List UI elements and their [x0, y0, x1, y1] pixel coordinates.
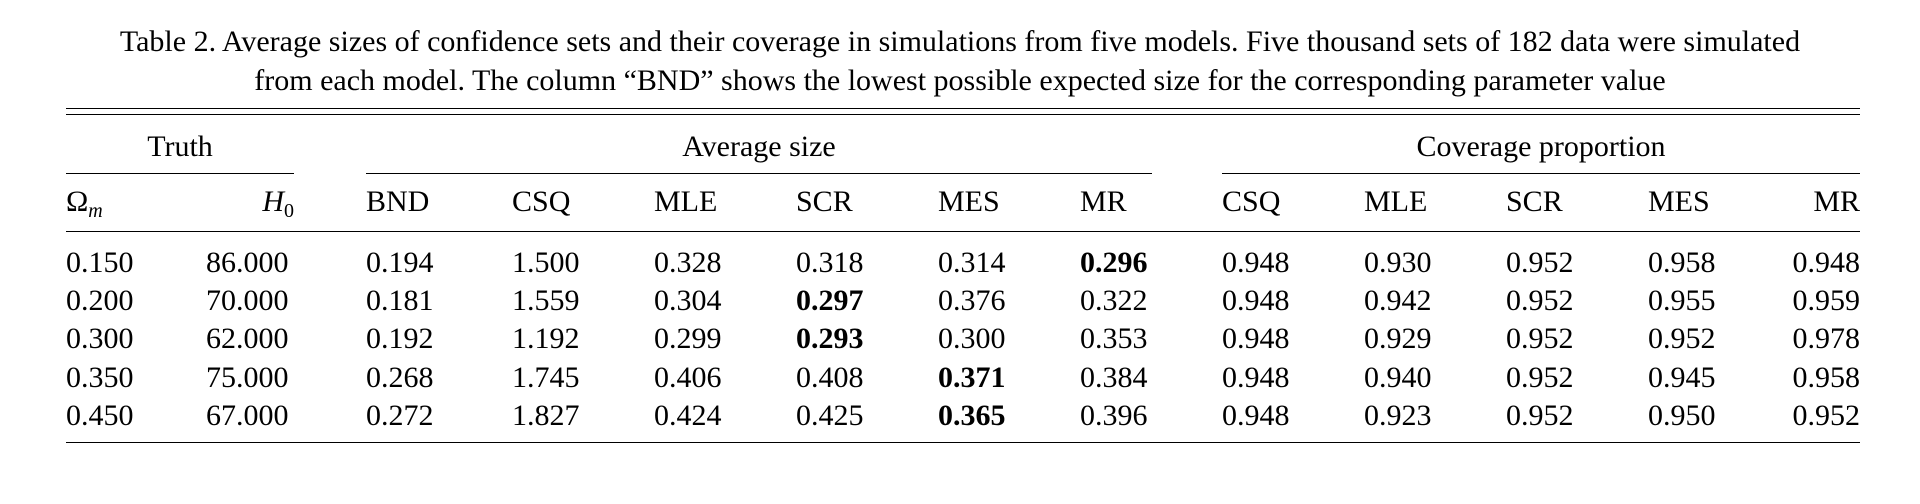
cell-size-mes: 0.300	[938, 322, 1006, 355]
cell-size-mr: 0.322	[1080, 284, 1148, 317]
cell-coverage-scr: 0.952	[1506, 361, 1574, 394]
cell-size-bnd: 0.181	[366, 284, 434, 317]
cell-size-mes: 0.371	[938, 361, 1006, 394]
col-header-omega: Ωm	[66, 185, 103, 222]
cell-size-mes: 0.314	[938, 246, 1006, 279]
caption-line-1: Table 2. Average sizes of confidence set…	[119, 25, 1801, 58]
cell-h0: 67.000	[206, 399, 289, 432]
cell-coverage-csq: 0.948	[1222, 361, 1290, 394]
group-rule-average-size	[366, 173, 1152, 174]
col-header-size-0: BND	[366, 185, 430, 218]
cell-coverage-mle: 0.929	[1364, 322, 1432, 355]
table-top-rule-2	[66, 114, 1860, 115]
cell-coverage-mle: 0.942	[1364, 284, 1432, 317]
group-header-truth: Truth	[147, 130, 213, 163]
table-header-rule	[66, 231, 1860, 232]
cell-omega: 0.450	[66, 399, 134, 432]
col-header-coverage-1: MLE	[1364, 185, 1428, 218]
cell-coverage-mes: 0.945	[1648, 361, 1716, 394]
cell-coverage-mr: 0.958	[1792, 361, 1861, 394]
cell-size-scr: 0.318	[796, 246, 864, 279]
table-bottom-rule	[66, 442, 1860, 443]
cell-coverage-mes: 0.955	[1648, 284, 1716, 317]
cell-omega: 0.300	[66, 322, 134, 355]
cell-coverage-mr: 0.959	[1792, 284, 1861, 317]
cell-coverage-scr: 0.952	[1506, 246, 1574, 279]
cell-size-scr: 0.425	[796, 399, 864, 432]
cell-omega: 0.350	[66, 361, 134, 394]
cell-coverage-csq: 0.948	[1222, 322, 1290, 355]
cell-h0: 70.000	[206, 284, 289, 317]
cell-coverage-scr: 0.952	[1506, 399, 1574, 432]
group-header-coverage: Coverage proportion	[1416, 130, 1666, 163]
cell-size-bnd: 0.194	[366, 246, 434, 279]
col-header-size-4: MES	[938, 185, 1000, 218]
cell-size-mr: 0.396	[1080, 399, 1148, 432]
cell-omega: 0.150	[66, 246, 134, 279]
col-header-coverage-2: SCR	[1506, 185, 1563, 218]
group-rule-coverage	[1222, 173, 1860, 174]
cell-coverage-mr: 0.952	[1792, 399, 1861, 432]
col-header-coverage-3: MES	[1648, 185, 1710, 218]
cell-size-scr: 0.408	[796, 361, 864, 394]
col-header-size-2: MLE	[654, 185, 718, 218]
col-header-size-5: MR	[1080, 185, 1127, 218]
cell-coverage-scr: 0.952	[1506, 284, 1574, 317]
cell-size-mle: 0.328	[654, 246, 722, 279]
cell-size-bnd: 0.268	[366, 361, 434, 394]
cell-coverage-mle: 0.930	[1364, 246, 1432, 279]
cell-h0: 86.000	[206, 246, 289, 279]
group-header-average-size: Average size	[682, 130, 836, 163]
cell-coverage-csq: 0.948	[1222, 284, 1290, 317]
cell-h0: 62.000	[206, 322, 289, 355]
table-top-rule	[66, 108, 1860, 109]
cell-coverage-mr: 0.948	[1792, 246, 1861, 279]
cell-coverage-mr: 0.978	[1792, 322, 1861, 355]
cell-size-csq: 1.745	[512, 361, 580, 394]
col-header-coverage-4: MR	[1813, 185, 1860, 218]
cell-size-bnd: 0.192	[366, 322, 434, 355]
cell-size-mes: 0.365	[938, 399, 1006, 432]
cell-coverage-csq: 0.948	[1222, 246, 1290, 279]
cell-size-scr: 0.293	[796, 322, 864, 355]
col-header-coverage-0: CSQ	[1222, 185, 1281, 218]
cell-coverage-mes: 0.958	[1648, 246, 1716, 279]
cell-size-csq: 1.500	[512, 246, 580, 279]
cell-coverage-mes: 0.950	[1648, 399, 1716, 432]
table-caption: Table 2. Average sizes of confidence set…	[60, 22, 1860, 100]
cell-size-mes: 0.376	[938, 284, 1006, 317]
cell-coverage-mle: 0.940	[1364, 361, 1432, 394]
cell-size-mr: 0.353	[1080, 322, 1148, 355]
col-header-size-1: CSQ	[512, 185, 571, 218]
cell-omega: 0.200	[66, 284, 134, 317]
col-header-size-3: SCR	[796, 185, 853, 218]
cell-size-mr: 0.384	[1080, 361, 1148, 394]
caption-line-2: from each model. The column “BND” shows …	[254, 64, 1666, 97]
cell-size-mle: 0.424	[654, 399, 722, 432]
cell-size-bnd: 0.272	[366, 399, 434, 432]
cell-size-mle: 0.406	[654, 361, 722, 394]
cell-coverage-mle: 0.923	[1364, 399, 1432, 432]
col-header-h0: H0	[262, 185, 294, 222]
cell-size-mr: 0.296	[1080, 246, 1148, 279]
cell-coverage-scr: 0.952	[1506, 322, 1574, 355]
cell-h0: 75.000	[206, 361, 289, 394]
cell-size-mle: 0.304	[654, 284, 722, 317]
cell-coverage-csq: 0.948	[1222, 399, 1290, 432]
cell-size-scr: 0.297	[796, 284, 864, 317]
cell-size-csq: 1.827	[512, 399, 580, 432]
cell-size-mle: 0.299	[654, 322, 722, 355]
cell-size-csq: 1.559	[512, 284, 580, 317]
cell-size-csq: 1.192	[512, 322, 580, 355]
group-rule-truth	[66, 173, 294, 174]
cell-coverage-mes: 0.952	[1648, 322, 1716, 355]
